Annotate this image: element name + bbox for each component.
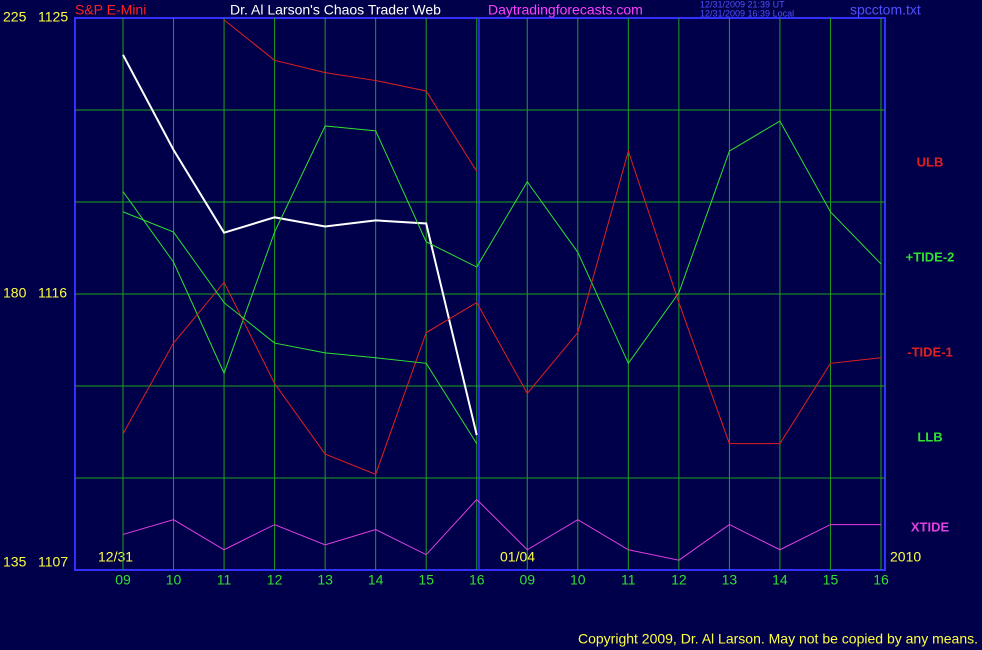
date-label: 12/31	[98, 549, 133, 565]
x-tick-label: 14	[772, 572, 788, 588]
x-tick-label: 13	[722, 572, 738, 588]
x-tick-label: 15	[418, 572, 434, 588]
x-tick-label: 13	[317, 572, 333, 588]
legend-label: -TIDE-1	[907, 344, 953, 359]
chart-title: Dr. Al Larson's Chaos Trader Web	[230, 2, 441, 18]
y2-tick-label: 135	[3, 554, 27, 570]
copyright: Copyright 2009, Dr. Al Larson. May not b…	[578, 631, 978, 647]
x-tick-label: 10	[570, 572, 586, 588]
file-name: spcctom.txt	[850, 2, 921, 18]
series-line	[122, 149, 882, 475]
x-tick-label: 10	[166, 572, 182, 588]
y2-tick-label: 180	[3, 285, 27, 301]
x-tick-label: 09	[115, 572, 131, 588]
legend-label: +TIDE-2	[906, 249, 955, 264]
x-tick-label: 12	[267, 572, 283, 588]
instrument: S&P E-Mini	[75, 2, 146, 18]
timestamp: 12/31/2009 21:39 UT	[700, 0, 785, 9]
y-tick-label: 1107	[38, 554, 68, 570]
series-line	[122, 211, 478, 444]
series-line	[223, 19, 478, 172]
legend-label: LLB	[917, 429, 942, 444]
series-line	[122, 120, 882, 375]
x-tick-label: 16	[469, 572, 485, 588]
timestamp: 12/31/2009 16:39 Local	[700, 8, 794, 18]
series-line	[122, 498, 881, 561]
y2-tick-label: 225	[3, 9, 27, 25]
x-tick-label: 12	[671, 572, 687, 588]
legend-label: XTIDE	[911, 519, 950, 534]
x-tick-label: 15	[823, 572, 839, 588]
x-tick-label: 11	[217, 572, 232, 588]
y-tick-label: 1125	[38, 9, 68, 25]
legend-label: ULB	[917, 154, 944, 169]
site: Daytradingforecasts.com	[488, 2, 643, 18]
date-label: 2010	[890, 549, 921, 565]
y-tick-label: 1116	[38, 285, 67, 301]
x-tick-label: 11	[621, 572, 636, 588]
date-label: 01/04	[500, 549, 535, 565]
x-tick-label: 14	[368, 572, 384, 588]
x-tick-label: 16	[873, 572, 889, 588]
x-tick-label: 09	[519, 572, 535, 588]
